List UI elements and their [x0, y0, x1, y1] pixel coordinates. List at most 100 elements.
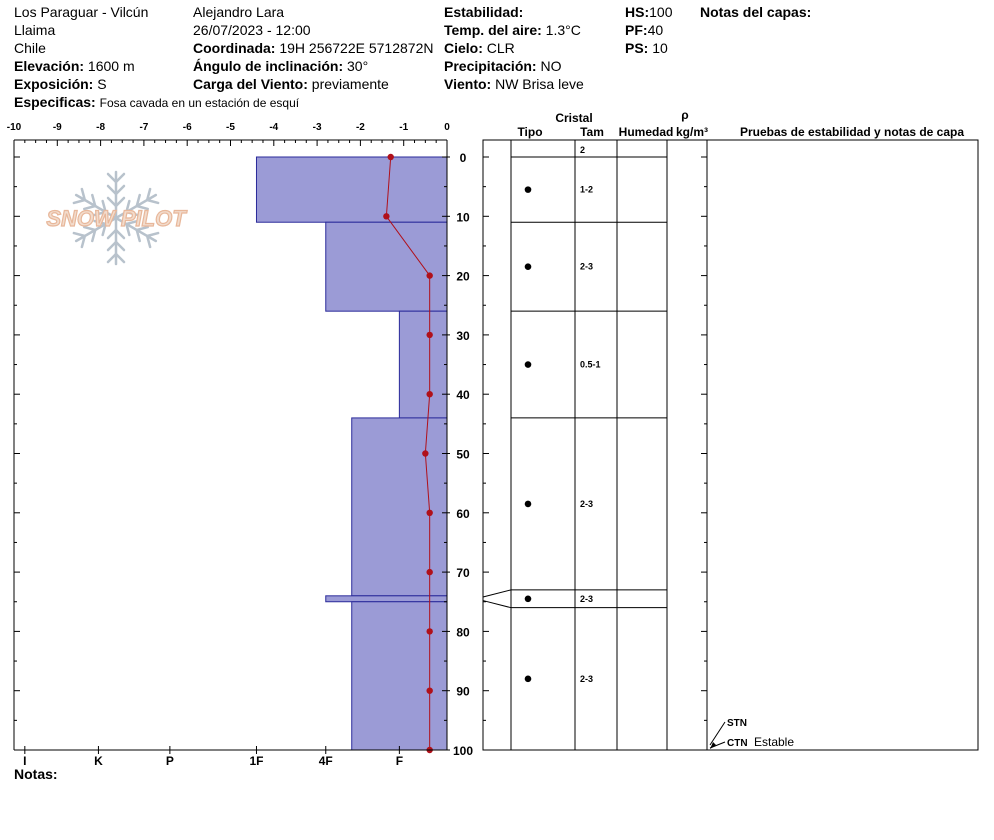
thin-layer-connector [482, 589, 512, 598]
table-column-header: kg/m³ [676, 125, 708, 139]
snowflake-branch [145, 231, 160, 238]
temperature-point [426, 568, 433, 576]
temperature-point [426, 391, 433, 398]
hardness-bar [398, 310, 448, 419]
precip-value: NO [540, 58, 562, 74]
coordinate-field: Coordinada: 19H 256722E 5712872N [193, 40, 443, 56]
snowflake-branch [135, 225, 149, 232]
snowflake-arm [106, 170, 126, 220]
stability-field: Estabilidad: [444, 4, 523, 20]
notes-label: Notas: [14, 766, 58, 782]
cristal-header: Cristal [555, 111, 592, 125]
temperature-point [426, 331, 433, 339]
snowflake-branch [93, 219, 107, 226]
precip-field: Precipitación: NO [444, 58, 561, 74]
observation-datetime: 26/07/2023 - 12:00 [193, 22, 311, 38]
table-column-header: Tam [580, 125, 604, 139]
pf-value: 40 [647, 22, 664, 38]
temp-tick-label: -5 [226, 122, 235, 133]
grain-size-label: 2-3 [580, 262, 593, 272]
hardness-tick-label: 1F [249, 754, 263, 768]
specifics-field: Especificas: Fosa cavada en un estación … [14, 94, 299, 111]
snowflake-branch [114, 252, 126, 264]
snowflake-branch [114, 240, 126, 252]
specifics-value: Fosa cavada en un estación de esquí [99, 96, 300, 110]
snowflake-arm [72, 187, 118, 220]
snowflake-branch [101, 222, 107, 237]
ps-value: 10 [652, 40, 668, 56]
temp-tick-label: -9 [53, 122, 62, 133]
layer-table: Cristal ρ Tipo Tam Humedad kg/m³ Pruebas de es… [482, 108, 979, 751]
snowflake-branch [145, 234, 152, 249]
hardness-tick-label: F [396, 754, 403, 768]
stability-test-code: STN [727, 718, 747, 729]
hardness-layers [255, 156, 448, 751]
grain-size-label: 2-3 [580, 674, 593, 684]
depth-tick-label: 100 [453, 744, 473, 758]
precip-label: Precipitación: [444, 58, 537, 74]
air-temp-label: Temp. del aire: [444, 22, 542, 38]
temp-tick-label: -6 [183, 122, 192, 133]
hardness-bar [351, 601, 448, 751]
snowflake-arm [106, 216, 126, 266]
stability-label: Estabilidad: [444, 4, 524, 20]
snowflake-branch [83, 225, 97, 232]
snowflake-branch [101, 199, 107, 214]
temp-tick-label: -4 [269, 122, 278, 133]
layer-notes-label: Notas del capas: [700, 4, 812, 20]
temp-tick-label: -10 [7, 122, 22, 133]
coordinate-label: Coordinada: [193, 40, 276, 56]
snowflake-branch [125, 222, 131, 237]
grain-type-dot [524, 595, 532, 603]
snowflake-branch [114, 196, 126, 208]
snowflake-arm [114, 187, 160, 220]
depth-tick-label: 40 [456, 388, 470, 402]
snowflake-branch [106, 252, 118, 264]
snowflake-branch [83, 204, 97, 211]
hardness-bar [325, 221, 448, 312]
snowflake-branch [91, 193, 97, 208]
snowflake-icon [72, 170, 160, 266]
profile-axes: -10 -9 -8 -7 -6 -5 -4 -3 -2 -1 0010203040506070809… [7, 122, 474, 768]
hardness-tick-label: K [94, 754, 103, 768]
temperature-profile [383, 153, 433, 754]
zone-name: Llaima [14, 22, 56, 38]
aspect-label: Exposición: [14, 76, 94, 92]
grain-type-dot [524, 675, 532, 683]
aspect-value: S [97, 76, 107, 92]
depth-tick-label: 80 [456, 625, 470, 639]
wind-label: Viento: [444, 76, 492, 92]
snowflake-branch [80, 187, 87, 202]
slope-label: Ángulo de inclinación: [193, 58, 344, 74]
slope-value: 30° [347, 58, 369, 74]
sky-value: CLR [486, 40, 515, 56]
temp-tick-label: -8 [96, 122, 105, 133]
depth-tick-label: 10 [456, 210, 470, 224]
air-temp-field: Temp. del aire: 1.3°C [444, 22, 581, 38]
grain-type-dot [524, 500, 532, 508]
snowflake-branch [106, 228, 118, 240]
temp-tick-label: -3 [313, 122, 322, 133]
country-name: Chile [14, 40, 46, 56]
snow-pilot-logo: SNOW PILOT [46, 170, 188, 266]
snowflake-branch [106, 184, 118, 196]
hardness-tick-label: 4F [319, 754, 333, 768]
hs-label: HS: [625, 4, 650, 20]
snowflake-branch [91, 228, 97, 243]
depth-tick-label: 20 [456, 270, 470, 284]
grain-type-dot [524, 263, 532, 271]
snowflake-branch [145, 187, 152, 202]
snowflake-arm [72, 216, 118, 249]
pf-label: PF: [625, 22, 648, 38]
temperature-point [426, 509, 433, 516]
observer-name: Alejandro Lara [193, 4, 285, 20]
snowflake-branch [114, 228, 126, 240]
table-column-header: Pruebas de estabilidad y notas de capa [740, 125, 964, 139]
table-border [482, 139, 979, 751]
arrowhead-icon [710, 742, 716, 749]
temp-tick-label: -2 [356, 122, 365, 133]
wind-load-label: Carga del Viento: [193, 76, 308, 92]
snowflake-branch [135, 228, 141, 243]
density-symbol-header: ρ [681, 108, 688, 122]
air-temp-value: 1.3°C [545, 22, 581, 38]
